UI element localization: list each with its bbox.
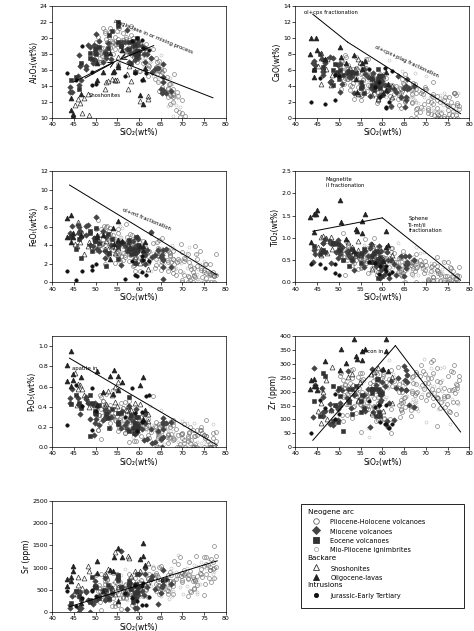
X-axis label: SiO₂(wt%): SiO₂(wt%) bbox=[363, 128, 401, 137]
Text: ol+mt fractionation: ol+mt fractionation bbox=[122, 208, 172, 232]
X-axis label: SiO₂(wt%): SiO₂(wt%) bbox=[363, 458, 401, 467]
Text: Sphene
Ti-mt/il
fractionation: Sphene Ti-mt/il fractionation bbox=[409, 216, 442, 233]
Text: Jurassic-Early Tertiary: Jurassic-Early Tertiary bbox=[330, 593, 401, 599]
Text: apatite in: apatite in bbox=[72, 366, 97, 371]
Y-axis label: TiO₂(wt%): TiO₂(wt%) bbox=[271, 208, 280, 246]
Y-axis label: FeOₜ(wt%): FeOₜ(wt%) bbox=[30, 207, 39, 247]
Text: Magnetite
il fractionation: Magnetite il fractionation bbox=[326, 177, 364, 187]
X-axis label: SiO₂(wt%): SiO₂(wt%) bbox=[120, 623, 158, 631]
Text: ol+cpx+plag fractionation: ol+cpx+plag fractionation bbox=[374, 45, 439, 79]
Y-axis label: Zr (ppm): Zr (ppm) bbox=[269, 375, 278, 409]
X-axis label: SiO₂(wt%): SiO₂(wt%) bbox=[120, 458, 158, 467]
X-axis label: SiO₂(wt%): SiO₂(wt%) bbox=[120, 128, 158, 137]
Text: Miocene volcanoes: Miocene volcanoes bbox=[330, 529, 392, 534]
Text: Neogene arc: Neogene arc bbox=[308, 509, 354, 514]
Text: Pliocene-Holocene volcanoes: Pliocene-Holocene volcanoes bbox=[330, 519, 426, 526]
Text: plagioclase in or mixing process: plagioclase in or mixing process bbox=[113, 18, 193, 55]
Text: Intrusions: Intrusions bbox=[308, 582, 343, 589]
X-axis label: SiO₂(wt%): SiO₂(wt%) bbox=[363, 293, 401, 302]
Text: Oligocene-lavas: Oligocene-lavas bbox=[330, 575, 383, 581]
Text: Eocene volcanoes: Eocene volcanoes bbox=[330, 538, 389, 544]
Y-axis label: P₂O₅(wt%): P₂O₅(wt%) bbox=[27, 372, 36, 411]
Text: Backare: Backare bbox=[308, 555, 337, 561]
Y-axis label: CaO(wt%): CaO(wt%) bbox=[273, 43, 282, 81]
X-axis label: SiO₂(wt%): SiO₂(wt%) bbox=[120, 293, 158, 302]
Text: Shoshonites: Shoshonites bbox=[89, 93, 121, 98]
Y-axis label: Sr (ppm): Sr (ppm) bbox=[22, 540, 31, 573]
Y-axis label: Al₂O₃(wt%): Al₂O₃(wt%) bbox=[29, 41, 38, 83]
Text: Mio-Pliocene ignimbrites: Mio-Pliocene ignimbrites bbox=[330, 547, 411, 553]
Text: Shoshonites: Shoshonites bbox=[330, 565, 370, 572]
Text: zircon in: zircon in bbox=[361, 349, 383, 354]
Text: fsp in: fsp in bbox=[156, 577, 171, 582]
Text: ol+cpx fractionation: ol+cpx fractionation bbox=[304, 10, 358, 15]
